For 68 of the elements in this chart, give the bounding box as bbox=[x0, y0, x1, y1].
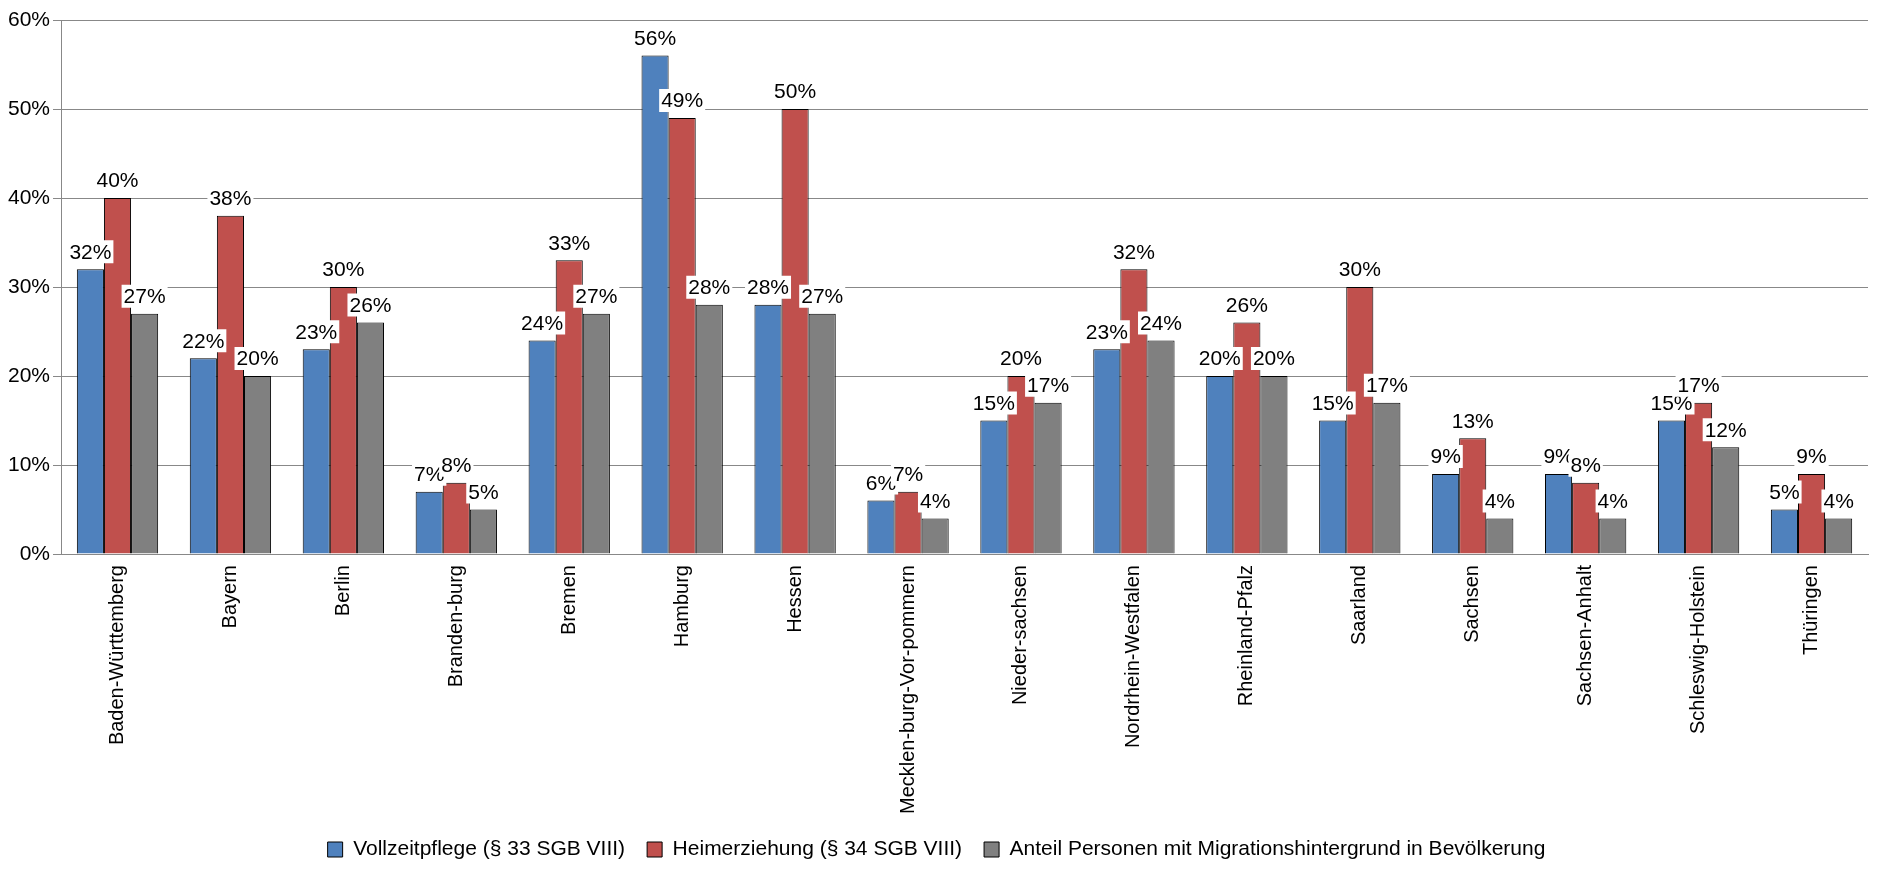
data-label: 26% bbox=[1225, 292, 1268, 316]
data-label: 9% bbox=[1796, 444, 1827, 468]
y-tick-label: 30% bbox=[8, 273, 51, 297]
x-tick-label: Baden-Württemberg bbox=[105, 565, 128, 746]
data-label: 32% bbox=[69, 239, 112, 263]
data-label: 7% bbox=[892, 462, 924, 486]
data-label: 27% bbox=[575, 284, 618, 308]
x-tick-label: Branden-burg bbox=[443, 565, 466, 688]
data-label: 33% bbox=[548, 230, 591, 254]
data-label: 20% bbox=[1198, 346, 1241, 370]
x-tick-label: Nordrhein-Westfalen bbox=[1121, 565, 1144, 749]
data-label: 22% bbox=[182, 328, 225, 352]
x-tick-label: Rheinland-Pfalz bbox=[1234, 565, 1257, 707]
data-label: 4% bbox=[1597, 488, 1628, 512]
data-label: 27% bbox=[123, 284, 166, 308]
data-label: 50% bbox=[774, 79, 817, 103]
data-label: 4% bbox=[919, 488, 951, 512]
y-tick-label: 60% bbox=[8, 6, 51, 30]
x-tick-label: Schleswig-Holstein bbox=[1686, 565, 1709, 734]
data-label: 5% bbox=[1769, 479, 1800, 503]
data-label: 26% bbox=[349, 292, 392, 316]
data-label: 20% bbox=[1252, 346, 1295, 370]
data-label: 28% bbox=[746, 275, 790, 299]
x-tick-label: Berlin bbox=[330, 565, 353, 617]
data-label: 9% bbox=[1430, 444, 1461, 468]
data-label: 49% bbox=[661, 88, 704, 112]
data-label: 23% bbox=[295, 319, 338, 343]
data-label: 20% bbox=[236, 346, 279, 370]
data-label: 4% bbox=[1484, 488, 1516, 512]
data-label: 30% bbox=[1338, 257, 1381, 281]
data-label: 40% bbox=[96, 168, 139, 192]
data-label: 27% bbox=[801, 284, 844, 308]
y-tick-label: 10% bbox=[8, 451, 51, 475]
x-tick-label: Sachsen bbox=[1460, 565, 1483, 643]
x-tick-label: Sachsen-Anhalt bbox=[1573, 564, 1596, 707]
data-label: 15% bbox=[1311, 390, 1354, 414]
data-label: 32% bbox=[1112, 239, 1155, 263]
data-label: 15% bbox=[972, 390, 1015, 414]
data-label: 56% bbox=[634, 25, 677, 49]
x-tick-label: Bayern bbox=[217, 565, 240, 629]
data-label: 17% bbox=[1027, 373, 1070, 397]
legend-label: Vollzeitpflege (§ 33 SGB VIII) bbox=[353, 836, 626, 860]
legend-label: Heimerziehung (§ 34 SGB VIII) bbox=[672, 836, 963, 860]
x-tick-label: Mecklen-burg-Vor-pommern bbox=[895, 565, 918, 815]
x-tick-label: Saarland bbox=[1347, 565, 1370, 646]
data-label: 5% bbox=[468, 479, 499, 503]
x-tick-label: Hamburg bbox=[669, 565, 692, 648]
legend-label: Anteil Personen mit Migrationshintergrund in Bevölkerung bbox=[1009, 836, 1546, 860]
data-label: 30% bbox=[322, 257, 365, 281]
data-label: 28% bbox=[688, 275, 731, 299]
y-tick-label: 20% bbox=[8, 362, 51, 386]
x-tick-label: Hessen bbox=[782, 565, 805, 633]
data-label: 4% bbox=[1823, 488, 1854, 512]
data-label: 12% bbox=[1704, 417, 1747, 441]
x-tick-label: Thüringen bbox=[1799, 565, 1822, 656]
data-label: 38% bbox=[209, 186, 252, 210]
y-tick-label: 40% bbox=[8, 184, 51, 208]
data-label: 17% bbox=[1677, 373, 1720, 397]
x-tick-label: Nieder-sachsen bbox=[1008, 565, 1031, 706]
y-tick-label: 50% bbox=[8, 95, 51, 119]
y-tick-label: 0% bbox=[19, 540, 51, 564]
data-label: 17% bbox=[1365, 373, 1408, 397]
data-label: 20% bbox=[999, 346, 1042, 370]
x-tick-label: Bremen bbox=[556, 565, 579, 636]
data-label: 13% bbox=[1451, 408, 1494, 432]
data-label: 23% bbox=[1085, 319, 1128, 343]
data-label: 24% bbox=[521, 310, 564, 334]
data-label: 24% bbox=[1140, 310, 1183, 334]
